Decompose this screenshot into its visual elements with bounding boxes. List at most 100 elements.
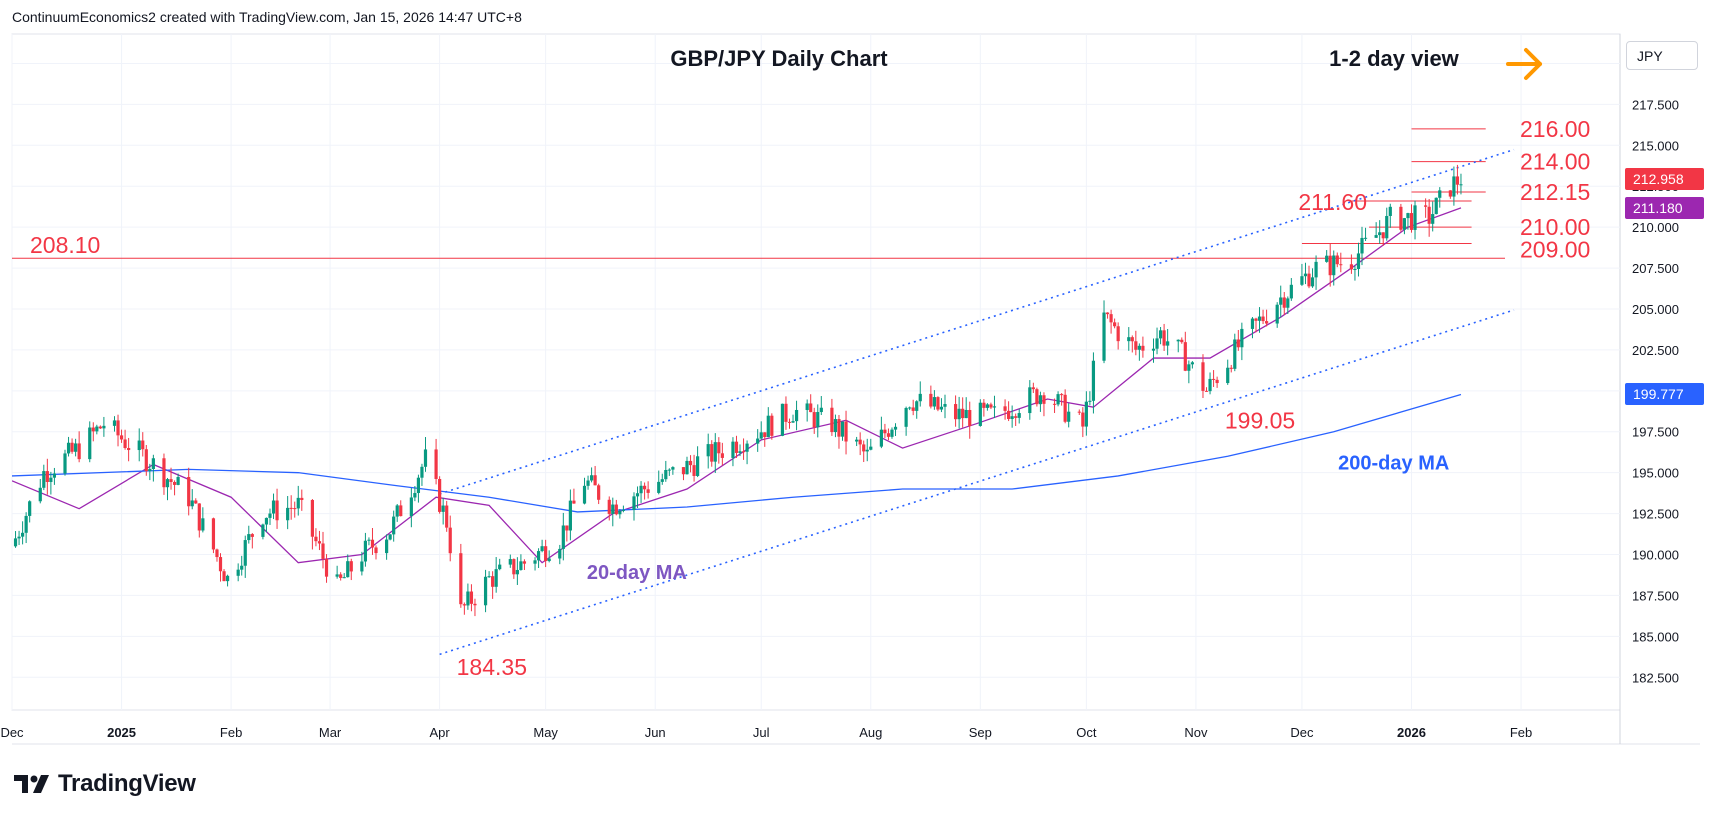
candle-body — [614, 504, 618, 515]
annotation-label: 199.05 — [1225, 407, 1295, 433]
candle-body — [1455, 176, 1460, 185]
candle-body — [1434, 197, 1438, 215]
candle-body — [833, 419, 838, 433]
annotation-label: 184.35 — [457, 654, 527, 680]
candle-body — [618, 510, 622, 515]
tradingview-logo-icon — [14, 775, 49, 793]
candle-body — [346, 561, 350, 578]
candle-body — [536, 551, 541, 561]
candle-body — [741, 451, 746, 453]
candle-body — [218, 557, 223, 572]
candle-body — [918, 393, 922, 402]
candle-body — [388, 534, 392, 540]
candle-body — [1003, 406, 1007, 411]
candle-body — [961, 408, 965, 419]
candle-body — [713, 442, 717, 462]
candle-body — [1250, 318, 1255, 329]
x-tick-label: Apr — [430, 725, 451, 740]
candle-body — [1211, 378, 1216, 380]
candle-body — [830, 407, 834, 433]
candle-body — [434, 449, 438, 479]
trend-channel-line — [439, 309, 1515, 656]
candle-body — [88, 427, 92, 460]
candle-body — [883, 429, 887, 434]
candle-body — [112, 420, 117, 426]
candle-body — [939, 406, 944, 410]
candle-body — [586, 480, 590, 486]
candle-body — [953, 404, 958, 420]
candle-body — [1303, 273, 1308, 277]
view-label: 1-2 day view — [1329, 46, 1460, 71]
candle-body — [544, 546, 548, 562]
candle-body — [445, 505, 449, 528]
candle-body — [685, 460, 689, 475]
candle-body — [1067, 411, 1071, 422]
candle-body — [692, 465, 696, 476]
candle-body — [1151, 348, 1156, 351]
candle-body — [1314, 261, 1318, 278]
x-tick-label: Nov — [1184, 725, 1208, 740]
candle-body — [886, 433, 891, 437]
candle-body — [893, 426, 898, 430]
x-tick-label: Jun — [645, 725, 666, 740]
candle-body — [1201, 362, 1205, 391]
candle-body — [151, 458, 155, 470]
y-tick-label: 210.000 — [1632, 220, 1679, 235]
candle-body — [1335, 255, 1339, 265]
candle-body — [395, 505, 399, 517]
candle-body — [968, 409, 972, 426]
plot-frame — [11, 33, 1621, 711]
candle-body — [473, 603, 477, 606]
candle-body — [1282, 297, 1286, 308]
candle-body — [225, 575, 230, 582]
candle-body — [498, 564, 502, 570]
candle-body — [840, 421, 845, 437]
y-tick-label: 190.000 — [1632, 548, 1679, 563]
candle-body — [392, 516, 396, 535]
candle-body — [1084, 401, 1088, 427]
candle-body — [300, 497, 304, 501]
ma200-price-tag: 199.777 — [1625, 383, 1704, 406]
candle-body — [621, 509, 625, 511]
candle-body — [1158, 330, 1163, 339]
candle-body — [52, 473, 57, 478]
candle-body — [123, 439, 127, 448]
candle-body — [1406, 213, 1410, 219]
candle-body — [639, 485, 643, 494]
level-label: 210.00 — [1520, 214, 1590, 240]
arrow-head — [1524, 48, 1542, 80]
candle-body — [148, 469, 152, 472]
candle-body — [1353, 268, 1357, 270]
y-tick-label: 197.500 — [1632, 425, 1679, 440]
candle-body — [1010, 416, 1014, 419]
candle-body — [558, 548, 562, 559]
candle-body — [1229, 367, 1233, 369]
candle-body — [349, 561, 353, 572]
candle-body — [911, 407, 915, 411]
candle-body — [211, 518, 216, 550]
candle-body — [533, 560, 537, 564]
candle-body — [423, 449, 428, 467]
x-tick-label: May — [533, 725, 558, 740]
candle-body — [1300, 276, 1304, 285]
candle-body — [483, 576, 488, 606]
candle-body — [98, 426, 102, 429]
candle-body — [816, 412, 820, 428]
candle-body — [172, 481, 177, 485]
annotation-label: 200-day MA — [1338, 453, 1449, 475]
candle-body — [162, 458, 166, 488]
candle-body — [1459, 184, 1463, 186]
candle-body — [908, 407, 912, 409]
candle-body — [416, 477, 421, 494]
candle-body — [1183, 342, 1187, 371]
candle-body — [756, 438, 760, 444]
candle-body — [858, 439, 862, 445]
candle-body — [102, 425, 106, 429]
currency-selector[interactable]: JPY — [1626, 41, 1698, 70]
candle-body — [66, 442, 71, 454]
candle-body — [38, 487, 42, 502]
tradingview-logo[interactable]: TradingView — [14, 770, 196, 798]
y-tick-label: 185.000 — [1632, 629, 1679, 644]
